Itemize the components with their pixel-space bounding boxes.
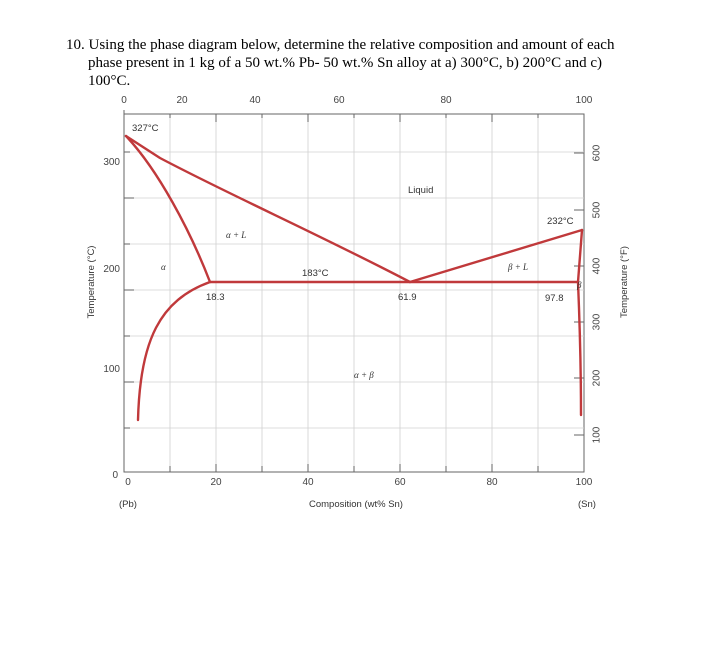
bottom-tick-40: 40 bbox=[302, 477, 314, 488]
top-tick-80: 80 bbox=[440, 95, 452, 106]
liquidus-right bbox=[408, 228, 584, 284]
beta-liquid-region-label: β + L bbox=[507, 262, 528, 272]
phase-boundaries bbox=[124, 134, 584, 422]
right-tick-400: 400 bbox=[591, 257, 602, 274]
beta-region-label: β bbox=[576, 280, 582, 290]
top-tick-20: 20 bbox=[176, 95, 188, 106]
question-text: 10. Using the phase diagram below, deter… bbox=[66, 36, 676, 90]
comp-18-3-label: 18.3 bbox=[206, 292, 225, 303]
solidus-beta bbox=[576, 228, 584, 284]
x-axis-title: Composition (wt% Sn) bbox=[309, 499, 403, 510]
alpha-liquid-region-label: α + L bbox=[226, 230, 246, 240]
comp-61-9-label: 61.9 bbox=[398, 292, 417, 303]
top-tick-0: 0 bbox=[121, 95, 127, 106]
alpha-beta-region-label: α + β bbox=[354, 370, 374, 380]
liquid-region-label: Liquid bbox=[408, 185, 433, 196]
top-tick-60: 60 bbox=[333, 95, 345, 106]
solvus-alpha bbox=[136, 280, 212, 422]
left-tick-200: 200 bbox=[103, 264, 120, 275]
bottom-tick-100: 100 bbox=[576, 477, 593, 488]
pb-label: (Pb) bbox=[119, 499, 137, 510]
question-line-2: phase present in 1 kg of a 50 wt.% Pb- 5… bbox=[88, 55, 602, 71]
left-tick-100: 100 bbox=[103, 364, 120, 375]
left-tick-marks bbox=[124, 151, 134, 429]
bottom-tick-60: 60 bbox=[394, 477, 406, 488]
question-line-1: 10. Using the phase diagram below, deter… bbox=[66, 37, 615, 53]
bottom-tick-marks bbox=[169, 464, 539, 472]
right-tick-300: 300 bbox=[591, 313, 602, 330]
question-line-3: 100°C. bbox=[88, 73, 131, 89]
temp-232-label: 232°C bbox=[547, 216, 574, 227]
bottom-tick-20: 20 bbox=[210, 477, 222, 488]
alpha-region-label: α bbox=[161, 262, 166, 272]
bottom-tick-80: 80 bbox=[486, 477, 498, 488]
y-axis-left-title: Temperature (°C) bbox=[86, 246, 97, 319]
right-tick-600: 600 bbox=[591, 144, 602, 161]
solvus-beta bbox=[576, 280, 583, 417]
solidus-alpha bbox=[124, 134, 212, 284]
top-tick-100: 100 bbox=[576, 95, 593, 106]
top-tick-40: 40 bbox=[249, 95, 261, 106]
sn-label: (Sn) bbox=[578, 499, 596, 510]
right-tick-200: 200 bbox=[591, 369, 602, 386]
temp-327-label: 327°C bbox=[132, 123, 159, 134]
left-tick-0: 0 bbox=[112, 470, 118, 481]
top-tick-marks bbox=[123, 110, 539, 122]
right-tick-100: 100 bbox=[591, 426, 602, 443]
liquidus-left bbox=[124, 134, 412, 284]
left-tick-300: 300 bbox=[103, 157, 120, 168]
grid bbox=[124, 114, 584, 472]
bottom-tick-0: 0 bbox=[125, 477, 131, 488]
temp-183-label: 183°C bbox=[302, 268, 329, 279]
comp-97-8-label: 97.8 bbox=[545, 293, 564, 304]
right-tick-500: 500 bbox=[591, 201, 602, 218]
y-axis-right-title: Temperature (°F) bbox=[619, 246, 630, 318]
